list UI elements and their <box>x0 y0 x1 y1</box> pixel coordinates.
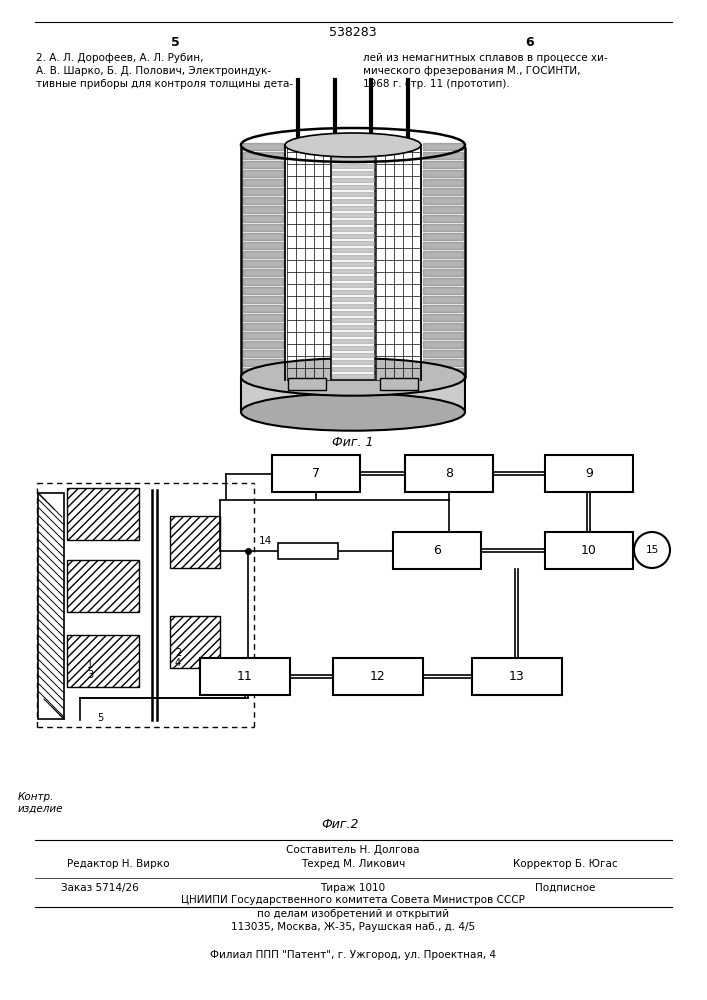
Bar <box>380 378 418 390</box>
Bar <box>67 560 139 612</box>
Text: 538283: 538283 <box>329 26 377 39</box>
Text: Заказ 5714/26: Заказ 5714/26 <box>61 883 139 893</box>
Text: 14: 14 <box>258 536 271 546</box>
Circle shape <box>634 532 670 568</box>
Text: лей из немагнитных сплавов в процессе хи-
мического фрезерования М., ГОСИНТИ,
19: лей из немагнитных сплавов в процессе хи… <box>363 53 607 89</box>
Text: 4: 4 <box>175 658 181 668</box>
Text: 5: 5 <box>170 36 180 49</box>
Ellipse shape <box>241 358 465 396</box>
Bar <box>272 455 360 492</box>
Bar <box>331 145 375 380</box>
Text: Техред М. Ликович: Техред М. Ликович <box>301 859 405 869</box>
Bar <box>241 377 465 412</box>
Bar <box>170 616 220 668</box>
Text: Подписное: Подписное <box>534 883 595 893</box>
Bar <box>278 543 338 559</box>
Text: по делам изобретений и открытий: по делам изобретений и открытий <box>257 909 449 919</box>
Text: 7: 7 <box>312 467 320 480</box>
Text: 9: 9 <box>585 467 593 480</box>
Text: 6: 6 <box>526 36 534 49</box>
Bar <box>67 488 139 540</box>
Bar <box>67 635 139 687</box>
Text: 2: 2 <box>175 648 181 658</box>
Text: ЦНИИПИ Государственного комитета Совета Министров СССР: ЦНИИПИ Государственного комитета Совета … <box>181 895 525 905</box>
Text: 1: 1 <box>87 660 93 670</box>
Ellipse shape <box>241 393 465 431</box>
Bar <box>200 658 290 695</box>
Bar <box>405 455 493 492</box>
Text: 3: 3 <box>87 670 93 680</box>
Bar <box>545 455 633 492</box>
Text: 2. А. Л. Дорофеев, А. Л. Рубин,
А. В. Шарко, Б. Д. Полович, Электроиндук-
тивные: 2. А. Л. Дорофеев, А. Л. Рубин, А. В. Ша… <box>36 53 293 89</box>
Ellipse shape <box>285 133 421 157</box>
Text: Фиг.2: Фиг.2 <box>321 818 358 832</box>
Text: Составитель Н. Долгова: Составитель Н. Долгова <box>286 845 420 855</box>
Bar <box>472 658 562 695</box>
Bar <box>545 532 633 569</box>
Text: 12: 12 <box>370 670 386 683</box>
Text: Редактор Н. Вирко: Редактор Н. Вирко <box>66 859 169 869</box>
Text: 5: 5 <box>97 713 103 723</box>
Text: 6: 6 <box>433 544 441 557</box>
Bar <box>288 378 326 390</box>
Text: 15: 15 <box>645 545 659 555</box>
Text: Тираж 1010: Тираж 1010 <box>320 883 385 893</box>
Bar <box>393 532 481 569</box>
Text: Контр.
изделие: Контр. изделие <box>18 792 64 814</box>
Bar <box>333 658 423 695</box>
Text: 13: 13 <box>509 670 525 683</box>
Text: 113035, Москва, Ж-35, Раушская наб., д. 4/5: 113035, Москва, Ж-35, Раушская наб., д. … <box>231 922 475 932</box>
Text: Корректор Б. Югас: Корректор Б. Югас <box>513 859 617 869</box>
Text: 10: 10 <box>581 544 597 557</box>
Bar <box>170 516 220 568</box>
Bar <box>38 493 64 719</box>
Text: Фиг. 1: Фиг. 1 <box>332 436 374 450</box>
Text: 11: 11 <box>237 670 253 683</box>
Text: Филиал ППП "Патент", г. Ужгород, ул. Проектная, 4: Филиал ППП "Патент", г. Ужгород, ул. Про… <box>210 950 496 960</box>
Text: 8: 8 <box>445 467 453 480</box>
